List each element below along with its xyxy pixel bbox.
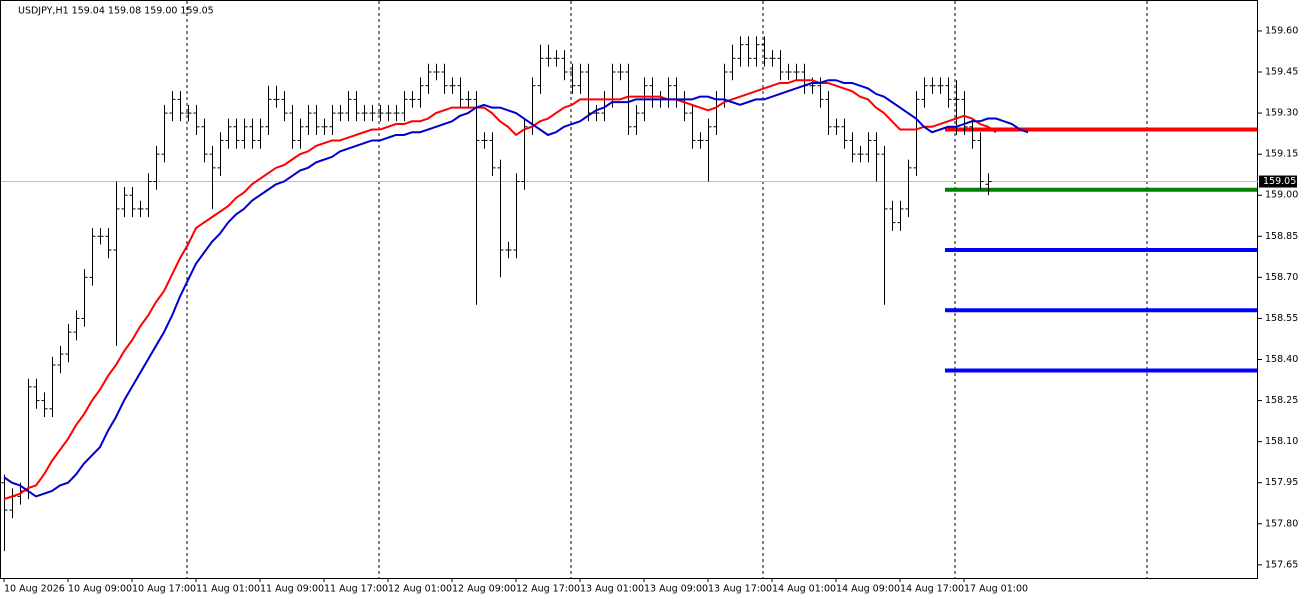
x-tick-label: 14 Aug 17:00: [900, 584, 964, 595]
x-tick-label: 13 Aug 17:00: [708, 584, 772, 595]
x-tick-label: 13 Aug 01:00: [580, 584, 644, 595]
y-tick-label: 157.95: [1265, 477, 1298, 488]
last-price-box: [1259, 175, 1297, 188]
x-tick-label: 14 Aug 01:00: [772, 584, 836, 595]
y-tick-label: 159.30: [1265, 108, 1298, 119]
y-tick-label: 159.60: [1265, 25, 1298, 36]
x-tick-label: 11 Aug 17:00: [324, 584, 388, 595]
moving-average: [3, 79, 997, 501]
x-tick-label: 13 Aug 09:00: [644, 584, 708, 595]
y-tick-label: 158.25: [1265, 395, 1298, 406]
x-tick-label: 12 Aug 09:00: [452, 584, 516, 595]
y-tick-label: 157.65: [1265, 559, 1298, 570]
y-tick-label: 157.80: [1265, 518, 1298, 529]
chart-title: USDJPY,H1 159.04 159.08 159.00 159.05: [18, 6, 214, 17]
x-tick-label: 17 Aug 01:00: [964, 584, 1028, 595]
x-tick-label: 12 Aug 01:00: [388, 584, 452, 595]
y-tick-label: 159.00: [1265, 190, 1298, 201]
y-tick-label: 158.10: [1265, 436, 1298, 447]
y-tick-label: 158.85: [1265, 231, 1298, 242]
x-tick-label: 14 Aug 09:00: [836, 584, 900, 595]
y-tick-label: 158.40: [1265, 354, 1298, 365]
moving-average: [3, 79, 1029, 498]
x-tick-label: 11 Aug 01:00: [196, 584, 260, 595]
x-tick-label: 10 Aug 17:00: [132, 584, 196, 595]
x-tick-label: 12 Aug 17:00: [516, 584, 580, 595]
last-price-label: 159.05: [1263, 176, 1296, 187]
x-tick-label: 11 Aug 09:00: [260, 584, 324, 595]
x-tick-label: 10 Aug 2026: [4, 584, 65, 595]
y-tick-label: 158.55: [1265, 313, 1298, 324]
y-tick-label: 158.70: [1265, 272, 1298, 283]
y-tick-label: 159.45: [1265, 67, 1298, 78]
x-tick-label: 10 Aug 09:00: [68, 584, 132, 595]
y-tick-label: 159.15: [1265, 149, 1298, 160]
